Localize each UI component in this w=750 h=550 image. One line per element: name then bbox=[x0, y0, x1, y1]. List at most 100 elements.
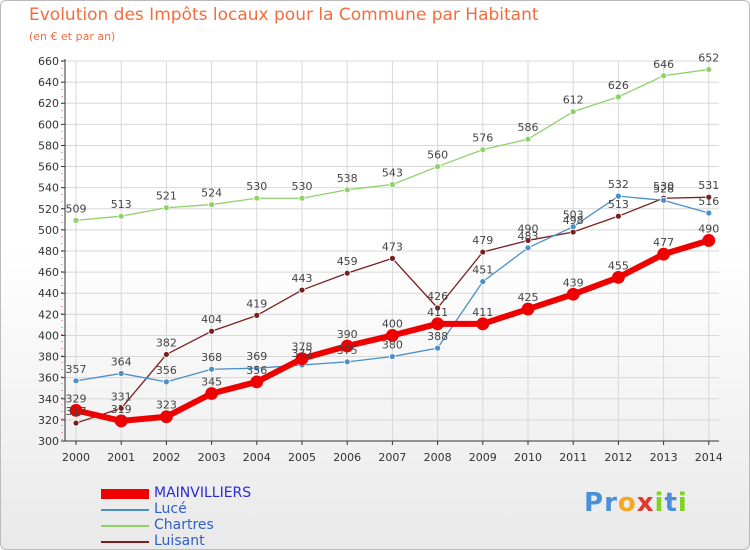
y-tick-label: 320 bbox=[38, 414, 59, 427]
y-tick-label: 380 bbox=[38, 351, 59, 364]
data-point bbox=[521, 302, 535, 316]
data-label: 323 bbox=[156, 399, 177, 412]
data-point bbox=[208, 365, 216, 373]
data-label: 368 bbox=[201, 351, 222, 364]
data-label: 382 bbox=[156, 336, 177, 349]
data-point bbox=[569, 223, 577, 231]
y-tick-label: 360 bbox=[38, 372, 59, 385]
legend-swatch bbox=[101, 541, 149, 543]
data-point bbox=[72, 419, 80, 427]
data-label: 612 bbox=[563, 94, 584, 107]
data-point bbox=[208, 327, 216, 335]
logo-letter: t bbox=[664, 488, 678, 518]
data-point bbox=[660, 196, 667, 204]
data-label: 319 bbox=[111, 403, 132, 416]
data-label: 530 bbox=[246, 180, 267, 193]
data-label: 317 bbox=[66, 405, 87, 418]
data-point bbox=[479, 146, 487, 154]
data-point bbox=[117, 370, 125, 377]
data-point bbox=[250, 375, 264, 389]
data-label: 646 bbox=[653, 58, 674, 71]
data-label: 477 bbox=[653, 236, 674, 249]
x-tick-label: 2003 bbox=[198, 451, 226, 464]
data-point bbox=[162, 378, 170, 386]
data-label: 411 bbox=[472, 306, 493, 319]
data-point bbox=[479, 278, 487, 286]
proxiti-logo: Proxiti bbox=[584, 488, 688, 518]
data-point bbox=[705, 193, 713, 201]
data-label: 528 bbox=[653, 182, 674, 195]
data-point bbox=[431, 317, 445, 331]
data-label: 509 bbox=[66, 202, 87, 215]
data-point bbox=[162, 204, 170, 212]
logo-letter: P bbox=[584, 488, 605, 518]
data-label: 345 bbox=[201, 376, 222, 389]
data-label: 586 bbox=[518, 121, 539, 134]
y-tick-label: 440 bbox=[38, 287, 59, 300]
y-tick-label: 540 bbox=[38, 182, 59, 195]
data-label: 513 bbox=[111, 198, 132, 211]
data-point bbox=[253, 364, 261, 372]
legend-label: Chartres bbox=[154, 517, 214, 533]
data-point bbox=[434, 163, 442, 170]
x-tick-label: 2005 bbox=[288, 451, 316, 464]
x-tick-label: 2004 bbox=[243, 451, 271, 464]
x-tick-label: 2011 bbox=[559, 451, 587, 464]
legend-swatch bbox=[101, 489, 149, 499]
data-label: 498 bbox=[563, 214, 584, 227]
data-point bbox=[434, 344, 442, 352]
legend-label: MAINVILLIERS bbox=[154, 485, 252, 501]
legend-label: Luisant bbox=[154, 533, 205, 549]
data-point bbox=[253, 311, 261, 319]
data-point bbox=[298, 194, 306, 202]
data-label: 357 bbox=[66, 363, 87, 376]
data-label: 390 bbox=[337, 328, 358, 341]
x-tick-label: 2009 bbox=[469, 451, 497, 464]
data-point bbox=[298, 286, 306, 294]
data-point bbox=[253, 194, 261, 202]
data-label: 543 bbox=[382, 167, 403, 180]
data-label: 524 bbox=[201, 187, 222, 200]
x-tick-label: 2013 bbox=[650, 451, 678, 464]
chart-legend: MAINVILLIERS Lucé Chartres Luisant bbox=[101, 485, 301, 549]
data-label: 652 bbox=[698, 51, 719, 64]
x-tick-label: 2008 bbox=[424, 451, 452, 464]
data-label: 516 bbox=[698, 195, 719, 208]
data-point bbox=[388, 254, 396, 262]
y-tick-label: 420 bbox=[38, 308, 59, 321]
data-point bbox=[159, 410, 173, 424]
data-label: 521 bbox=[156, 190, 177, 203]
legend-swatch bbox=[101, 525, 149, 527]
data-point bbox=[72, 216, 80, 224]
data-label: 356 bbox=[156, 364, 177, 377]
data-point bbox=[566, 287, 580, 301]
x-tick-label: 2000 bbox=[62, 451, 90, 464]
data-point bbox=[657, 247, 670, 261]
data-label: 369 bbox=[246, 350, 267, 363]
data-label: 451 bbox=[472, 264, 493, 277]
data-label: 479 bbox=[472, 234, 493, 247]
data-point bbox=[705, 209, 713, 217]
logo-letter: o bbox=[617, 488, 637, 518]
logo-letter: r bbox=[604, 488, 618, 518]
data-label: 490 bbox=[698, 222, 719, 235]
data-point bbox=[385, 329, 399, 342]
y-tick-label: 500 bbox=[38, 224, 59, 237]
data-point bbox=[117, 212, 125, 220]
y-tick-label: 460 bbox=[38, 266, 59, 279]
data-label: 513 bbox=[608, 198, 629, 211]
logo-letter: i bbox=[654, 488, 665, 518]
data-label: 532 bbox=[608, 178, 629, 191]
data-point bbox=[162, 351, 170, 358]
data-point bbox=[434, 304, 442, 312]
data-point bbox=[569, 108, 577, 116]
data-label: 388 bbox=[427, 330, 448, 343]
data-label: 530 bbox=[292, 180, 313, 193]
logo-letter: i bbox=[677, 488, 688, 518]
data-label: 419 bbox=[246, 297, 267, 310]
data-point bbox=[69, 403, 83, 417]
data-point bbox=[205, 387, 219, 400]
data-point bbox=[615, 212, 622, 220]
data-point bbox=[612, 270, 625, 284]
